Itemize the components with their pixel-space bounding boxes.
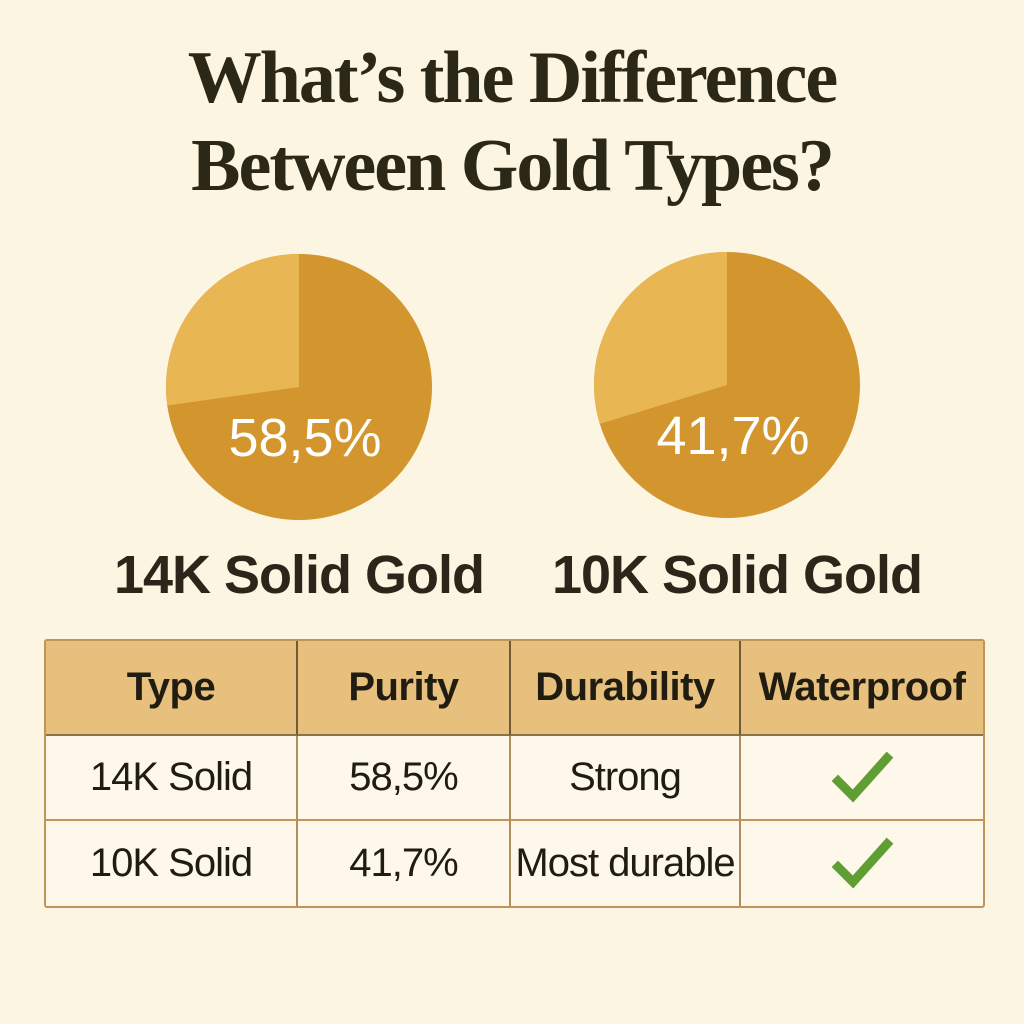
comparison-table: Type Purity Durability Waterproof 14K So… <box>44 639 985 908</box>
table-cell-durability-10k: Most durable <box>511 821 741 906</box>
pie-value-label-10k: 41,7% <box>656 406 810 466</box>
table-cell-type-14k: 14K Solid <box>46 736 298 821</box>
table-cell-waterproof-14k <box>741 736 983 821</box>
table-header-purity: Purity <box>298 641 511 736</box>
table-cell-purity-14k: 58,5% <box>298 736 511 821</box>
table-cell-waterproof-10k <box>741 821 983 906</box>
title-line-2: Between Gold Types? <box>191 125 835 207</box>
check-icon <box>831 751 894 803</box>
pie-caption-14k: 14K Solid Gold <box>113 545 485 605</box>
pie-chart-14k: 58,5% <box>166 254 432 520</box>
table-cell-type-10k: 10K Solid <box>46 821 298 906</box>
table-cell-durability-14k: Strong <box>511 736 741 821</box>
pie-chart-10k: 41,7% <box>594 252 860 518</box>
pie-value-label-14k: 58,5% <box>228 408 382 468</box>
table-header-durability: Durability <box>511 641 741 736</box>
page-title: What’s the Difference Between Gold Types… <box>0 34 1024 210</box>
title-line-1: What’s the Difference <box>187 37 838 119</box>
table-cell-purity-10k: 41,7% <box>298 821 511 906</box>
pie-caption-10k: 10K Solid Gold <box>551 545 923 605</box>
check-icon <box>831 837 894 889</box>
table-header-waterproof: Waterproof <box>741 641 983 736</box>
table-header-type: Type <box>46 641 298 736</box>
